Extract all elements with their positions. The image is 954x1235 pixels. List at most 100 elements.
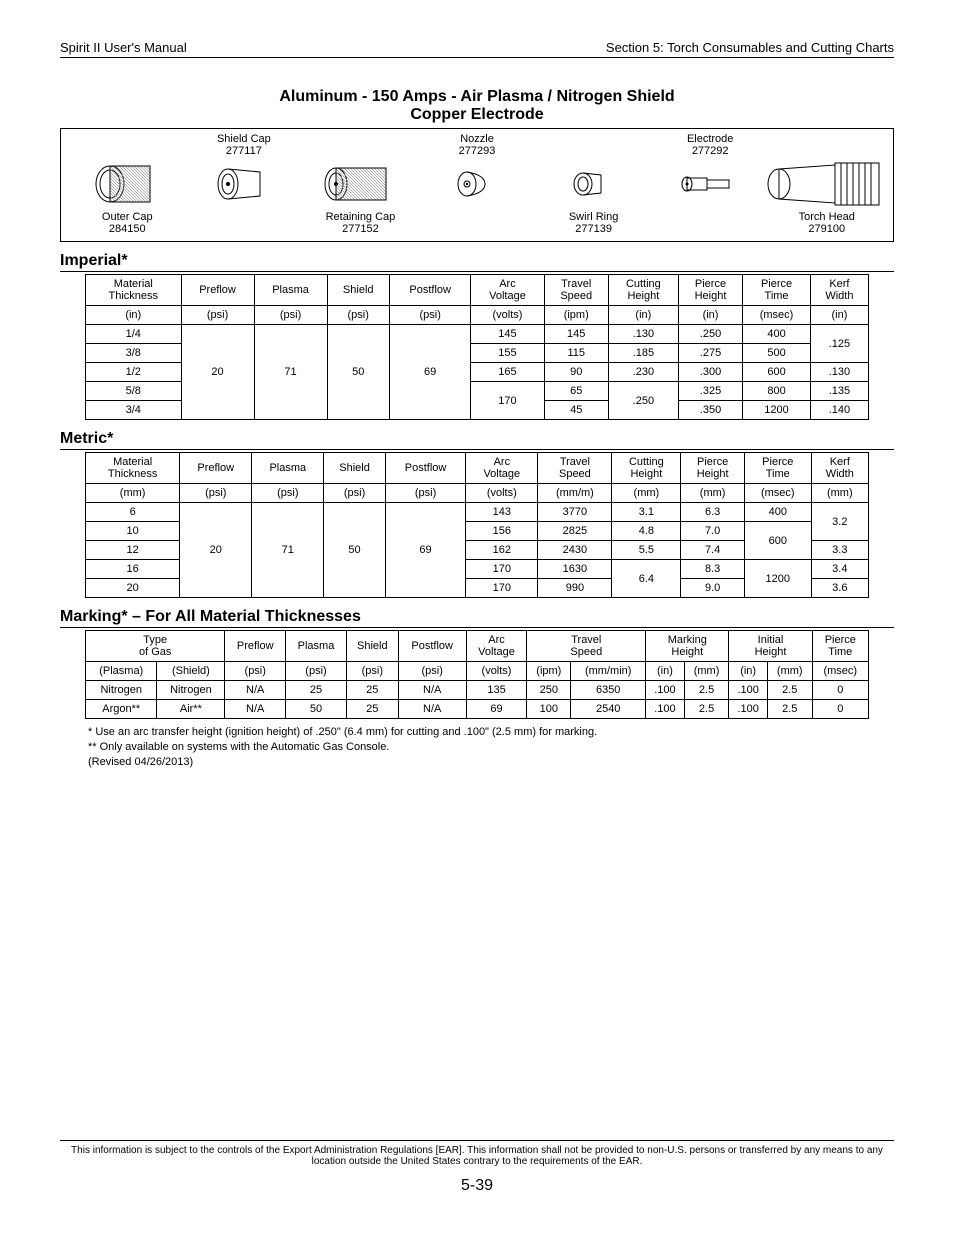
shield-cap-icon <box>185 166 301 202</box>
page-header: Spirit II User's Manual Section 5: Torch… <box>60 40 894 58</box>
col-header: InitialHeight <box>729 631 812 662</box>
header-left: Spirit II User's Manual <box>60 40 187 55</box>
part-label: Nozzle277293 <box>419 133 536 157</box>
col-header: KerfWidth <box>810 275 868 306</box>
col-header: Preflow <box>181 275 254 306</box>
title-line2: Copper Electrode <box>60 106 894 124</box>
col-unit: (in) <box>86 306 182 325</box>
col-unit: (mm) <box>612 484 681 503</box>
col-unit: (mm) <box>86 484 180 503</box>
col-header: MarkingHeight <box>646 631 729 662</box>
col-unit: (msec) <box>812 662 868 681</box>
col-unit: (psi) <box>286 662 347 681</box>
col-header: Postflow <box>385 453 465 484</box>
marking-table: Typeof GasPreflowPlasmaShieldPostflowArc… <box>85 630 869 719</box>
col-header: Postflow <box>398 631 466 662</box>
electrode-icon <box>649 174 765 194</box>
col-header: ArcVoltage <box>471 275 544 306</box>
col-unit: (mm) <box>811 484 868 503</box>
col-unit: (mm/min) <box>571 662 646 681</box>
part-label: Outer Cap284150 <box>69 211 186 235</box>
col-header: TravelSpeed <box>538 453 612 484</box>
col-header: CuttingHeight <box>612 453 681 484</box>
col-header: Postflow <box>389 275 471 306</box>
col-unit: (ipm) <box>544 306 608 325</box>
title-line1: Aluminum - 150 Amps - Air Plasma / Nitro… <box>60 88 894 106</box>
col-header: MaterialThickness <box>86 453 180 484</box>
part-label: Shield Cap277117 <box>186 133 303 157</box>
col-header: PierceHeight <box>678 275 742 306</box>
col-unit: (in) <box>608 306 678 325</box>
imperial-table: MaterialThicknessPreflowPlasmaShieldPost… <box>85 274 869 420</box>
col-header: Plasma <box>286 631 347 662</box>
nozzle-icon <box>417 169 533 199</box>
col-unit: (volts) <box>466 484 538 503</box>
part-label: Retaining Cap277152 <box>302 211 419 235</box>
col-header: TravelSpeed <box>527 631 646 662</box>
col-unit: (msec) <box>743 306 811 325</box>
note-2: ** Only available on systems with the Au… <box>88 740 894 755</box>
col-unit: (psi) <box>324 484 385 503</box>
col-header: Preflow <box>225 631 286 662</box>
col-header: PierceHeight <box>681 453 745 484</box>
col-header: MaterialThickness <box>86 275 182 306</box>
footer-text: This information is subject to the contr… <box>60 1145 894 1167</box>
col-unit: (Plasma) <box>86 662 157 681</box>
col-header: ArcVoltage <box>466 453 538 484</box>
metric-heading: Metric* <box>60 430 894 450</box>
col-unit: (Shield) <box>157 662 225 681</box>
page-title: Aluminum - 150 Amps - Air Plasma / Nitro… <box>60 88 894 124</box>
part-label: Torch Head279100 <box>768 211 885 235</box>
table-row: NitrogenNitrogenN/A2525N/A1352506350.100… <box>86 681 869 700</box>
col-header: Typeof Gas <box>86 631 225 662</box>
col-header: Shield <box>327 275 389 306</box>
table-row: 62071506914337703.16.34003.2 <box>86 503 869 522</box>
outer-cap-icon <box>69 163 185 205</box>
table-row: Argon**Air**N/A5025N/A691002540.1002.5.1… <box>86 700 869 719</box>
col-unit: (mm/m) <box>538 484 612 503</box>
col-header: PierceTime <box>744 453 811 484</box>
col-header: Plasma <box>254 275 327 306</box>
col-header: CuttingHeight <box>608 275 678 306</box>
col-header: PierceTime <box>812 631 868 662</box>
col-unit: (psi) <box>254 306 327 325</box>
col-unit: (psi) <box>327 306 389 325</box>
retaining-cap-icon <box>301 164 417 204</box>
part-label: Electrode277292 <box>652 133 769 157</box>
col-unit: (in) <box>810 306 868 325</box>
col-unit: (psi) <box>252 484 324 503</box>
col-unit: (mm) <box>684 662 729 681</box>
footnotes: * Use an arc transfer height (ignition h… <box>88 725 894 770</box>
note-1: * Use an arc transfer height (ignition h… <box>88 725 894 740</box>
col-unit: (psi) <box>225 662 286 681</box>
imperial-heading: Imperial* <box>60 252 894 272</box>
col-unit: (ipm) <box>527 662 571 681</box>
col-unit: (msec) <box>744 484 811 503</box>
col-header: PierceTime <box>743 275 811 306</box>
col-unit: (psi) <box>346 662 398 681</box>
torch-head-icon <box>765 161 885 207</box>
col-unit: (in) <box>729 662 768 681</box>
marking-heading: Marking* – For All Material Thicknesses <box>60 608 894 628</box>
col-unit: (in) <box>646 662 685 681</box>
col-header: KerfWidth <box>811 453 868 484</box>
parts-diagram: Shield Cap277117 Nozzle277293 Electrode2… <box>60 128 894 242</box>
col-header: Plasma <box>252 453 324 484</box>
note-3: (Revised 04/26/2013) <box>88 755 894 770</box>
col-unit: (in) <box>678 306 742 325</box>
col-unit: (psi) <box>385 484 465 503</box>
col-unit: (volts) <box>471 306 544 325</box>
col-unit: (psi) <box>398 662 466 681</box>
col-unit: (psi) <box>180 484 252 503</box>
metric-table: MaterialThicknessPreflowPlasmaShieldPost… <box>85 452 869 598</box>
col-header: Shield <box>346 631 398 662</box>
col-header: Preflow <box>180 453 252 484</box>
page-footer: This information is subject to the contr… <box>60 1140 894 1195</box>
part-label: Swirl Ring277139 <box>535 211 652 235</box>
table-row: 1/420715069145145.130.250400.125 <box>86 325 869 344</box>
col-header: ArcVoltage <box>466 631 527 662</box>
col-unit: (mm) <box>681 484 745 503</box>
col-unit: (psi) <box>389 306 471 325</box>
col-header: TravelSpeed <box>544 275 608 306</box>
col-unit: (mm) <box>767 662 812 681</box>
